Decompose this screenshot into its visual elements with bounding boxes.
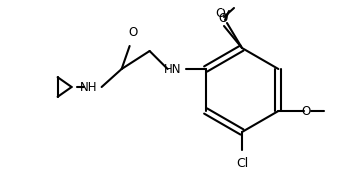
Text: O: O	[128, 26, 137, 39]
Text: methoxy2: methoxy2	[234, 5, 241, 6]
Text: O: O	[215, 7, 225, 20]
Text: Cl: Cl	[236, 157, 248, 170]
Text: NH: NH	[80, 80, 97, 93]
Text: O: O	[219, 12, 228, 25]
Text: HN: HN	[164, 63, 182, 75]
Text: methoxy_label: methoxy_label	[248, 5, 258, 6]
Text: methoxy: methoxy	[222, 8, 228, 9]
Text: O: O	[302, 105, 311, 117]
